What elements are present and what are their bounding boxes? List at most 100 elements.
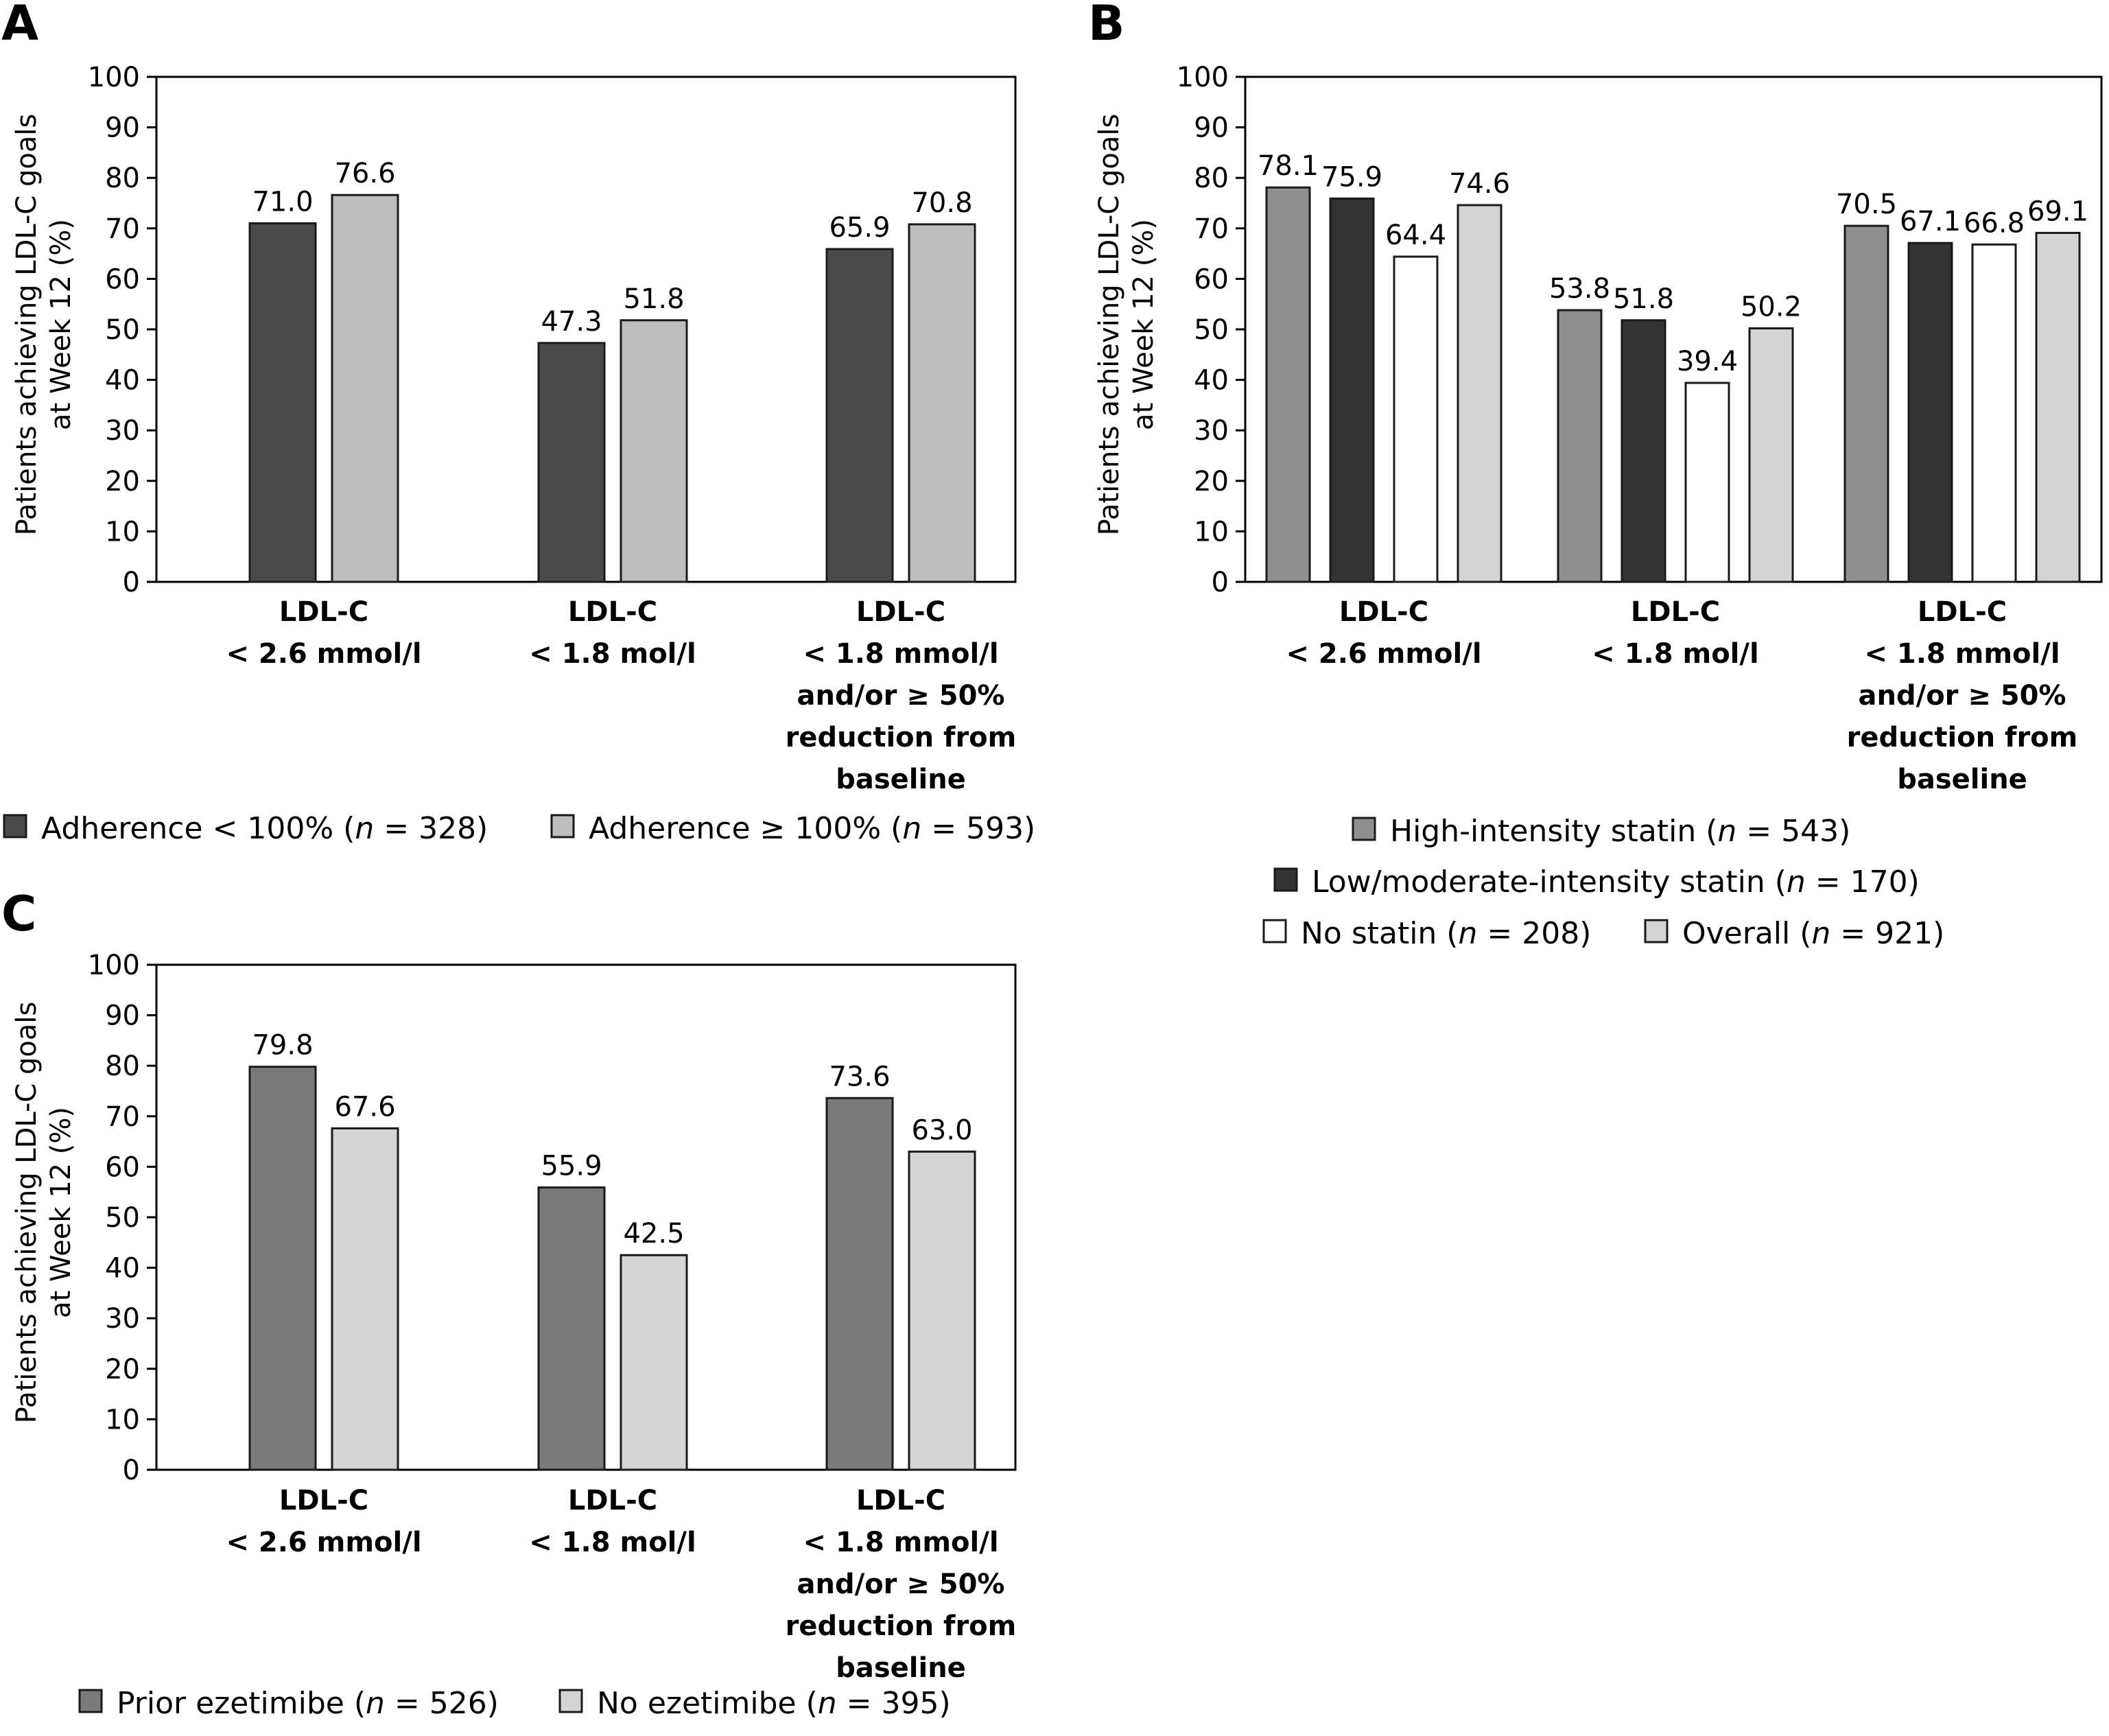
bar — [331, 1127, 399, 1471]
legend-label: High-intensity statin (n = 543) — [1390, 814, 1850, 849]
legend-item: Prior ezetimibe (n = 526) — [78, 1686, 499, 1721]
y-tick-label: 80 — [105, 163, 140, 194]
y-tick-label: 40 — [1194, 365, 1229, 397]
x-category-label-line: baseline — [836, 1652, 966, 1684]
bar — [331, 193, 399, 583]
y-tick-label: 90 — [105, 113, 140, 144]
bar — [825, 1096, 894, 1471]
legend-label-text: Low/moderate-intensity statin ( — [1312, 865, 1787, 900]
legend-item: Low/moderate-intensity statin (n = 170) — [1273, 865, 1920, 900]
y-tick-label: 60 — [105, 1151, 140, 1183]
legend-item: Overall (n = 921) — [1644, 916, 1944, 951]
x-category-label-line: LDL-C — [856, 596, 945, 628]
legend-label-count: = 543) — [1736, 814, 1850, 849]
x-category-label-line: < 1.8 mmol/l — [1864, 638, 2060, 670]
legend-label: Overall (n = 921) — [1682, 916, 1944, 951]
legend: Prior ezetimibe (n = 526) No ezetimibe ( n… — [78, 1686, 951, 1721]
y-tick-label: 90 — [105, 1000, 140, 1032]
legend-label-text: Prior ezetimibe ( — [117, 1686, 366, 1721]
data-label: 70.8 — [911, 187, 972, 219]
legend-label-text: Adherence < 100% ( — [41, 811, 355, 846]
legend-label-text: Adherence ≥ 100% ( — [589, 811, 902, 846]
panel-a: A 0 10 20 30 40 50 60 70 80 90 100 Patients achievin… — [1, 0, 1035, 846]
data-label: 78.1 — [1258, 150, 1319, 182]
y-axis-label-line: Patients achieving LDL-C goals — [1094, 114, 1125, 536]
x-category-label-line: and/or ≥ 50% — [797, 680, 1004, 712]
legend-label-text: No statin ( — [1301, 916, 1458, 951]
y-axis-label: Patients achieving LDL-C goals at Week 12… — [11, 1002, 77, 1424]
x-category-label: LDL-C < 2.6 mmol/l — [226, 1485, 421, 1558]
bar — [1393, 255, 1439, 583]
legend-swatch — [1262, 919, 1287, 943]
bar — [1971, 243, 2017, 583]
y-tick-label: 20 — [1194, 466, 1229, 497]
x-category-label-line: < 1.8 mmol/l — [803, 638, 998, 670]
bar — [2035, 231, 2081, 583]
bar — [1265, 186, 1311, 583]
data-label: 75.9 — [1321, 161, 1382, 193]
panel-letter: C — [1, 886, 36, 942]
y-tick-label: 60 — [105, 263, 140, 295]
bar — [1748, 327, 1794, 583]
data-label: 70.5 — [1836, 189, 1897, 220]
legend: Adherence < 100% (n = 328) Adherence ≥ 10… — [3, 811, 1035, 846]
x-category-label-line: reduction from — [1847, 722, 2078, 753]
x-category-label-line: LDL-C — [279, 596, 368, 628]
legend-label-n: n — [366, 1686, 385, 1721]
x-category-label-line: baseline — [836, 764, 966, 795]
x-category-label-line: baseline — [1897, 764, 2027, 795]
bar — [620, 1254, 688, 1471]
x-category-label-line: LDL-C — [1339, 596, 1428, 628]
y-tick-label: 100 — [1177, 62, 1229, 93]
y-tick-label: 50 — [105, 1202, 140, 1234]
data-label: 71.0 — [252, 186, 313, 218]
y-tick-label: 0 — [123, 567, 140, 598]
legend-label: No statin (n = 208) — [1301, 916, 1591, 951]
legend-label-text: No ezetimibe ( — [597, 1686, 818, 1721]
bar — [248, 222, 317, 583]
y-axis-label: Patients achieving LDL-C goals at Week 12… — [11, 114, 77, 536]
data-label: 66.8 — [1964, 207, 2025, 239]
x-category-label-line: LDL-C — [1631, 596, 1720, 628]
y-axis-label-line: at Week 12 (%) — [45, 219, 77, 430]
legend-label-n: n — [1458, 916, 1477, 951]
data-label: 69.1 — [2027, 196, 2088, 227]
y-tick-label: 90 — [1194, 113, 1229, 144]
x-category-label-line: and/or ≥ 50% — [797, 1569, 1004, 1600]
y-tick-label: 80 — [1194, 163, 1229, 194]
data-label: 74.6 — [1449, 168, 1510, 200]
x-category-label-line: LDL-C — [279, 1485, 368, 1516]
legend-label-count: = 328) — [374, 811, 488, 846]
x-category-label: LDL-C < 1.8 mmol/l and/or ≥ 50% reduction f… — [786, 596, 1017, 795]
panel-c: C 0 10 20 30 40 50 60 70 80 90 100 Patients achievin… — [1, 886, 1017, 1721]
y-tick-label: 100 — [88, 950, 140, 981]
y-tick-label: 30 — [105, 1303, 140, 1335]
data-label: 51.8 — [623, 283, 684, 315]
bar — [825, 248, 894, 583]
legend-label-count: = 395) — [837, 1686, 951, 1721]
legend: High-intensity statin (n = 543)Low/moder… — [1262, 814, 1944, 951]
bar — [1457, 204, 1503, 583]
y-tick-label: 20 — [105, 1354, 140, 1385]
x-category-label-line: < 2.6 mmol/l — [1286, 638, 1481, 670]
panel-letter: A — [1, 0, 38, 51]
legend-label-count: = 921) — [1830, 916, 1944, 951]
y-tick-label: 60 — [1194, 263, 1229, 295]
y-axis-label-line: Patients achieving LDL-C goals — [11, 1002, 43, 1424]
x-category-label-line: LDL-C — [856, 1485, 945, 1516]
x-category-label-line: and/or ≥ 50% — [1858, 680, 2066, 712]
legend-label-count: = 593) — [921, 811, 1035, 846]
x-category-label-line: < 1.8 mol/l — [529, 638, 696, 670]
y-tick-label: 0 — [1212, 567, 1229, 598]
x-category-label-line: < 1.8 mol/l — [1592, 638, 1758, 670]
bar — [537, 1186, 606, 1471]
y-tick-label: 100 — [88, 62, 140, 93]
bar — [620, 319, 688, 583]
legend-swatch — [3, 814, 27, 838]
y-tick-label: 0 — [123, 1455, 140, 1486]
bar — [1907, 242, 1953, 583]
x-category-label-line: LDL-C — [568, 1485, 657, 1516]
data-label: 73.6 — [829, 1061, 890, 1092]
legend-label-text: High-intensity statin ( — [1390, 814, 1717, 849]
